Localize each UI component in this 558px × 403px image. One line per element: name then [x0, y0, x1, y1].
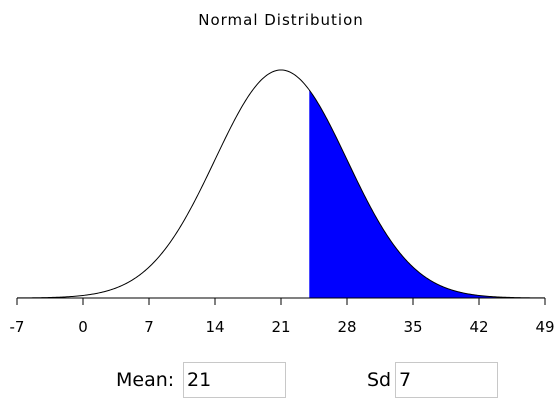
x-axis-ticks: -7 0 7 14 21 28 35 42 49 — [10, 298, 555, 336]
x-tick-label: 7 — [144, 318, 154, 336]
normal-distribution-chart: -7 0 7 14 21 28 35 42 49 — [0, 0, 558, 360]
shaded-area — [309, 90, 545, 298]
density-curve — [17, 70, 545, 298]
x-tick-label: 21 — [271, 318, 290, 336]
sd-input[interactable] — [395, 362, 498, 398]
mean-input[interactable] — [183, 362, 286, 398]
x-tick-label: -7 — [10, 318, 25, 336]
x-tick-label: 14 — [205, 318, 224, 336]
mean-label: Mean: — [116, 369, 174, 391]
sd-label: Sd — [367, 369, 391, 391]
x-tick-label: 0 — [78, 318, 88, 336]
x-tick-label: 42 — [469, 318, 488, 336]
x-tick-label: 49 — [535, 318, 554, 336]
x-tick-label: 35 — [403, 318, 422, 336]
x-tick-label: 28 — [337, 318, 356, 336]
